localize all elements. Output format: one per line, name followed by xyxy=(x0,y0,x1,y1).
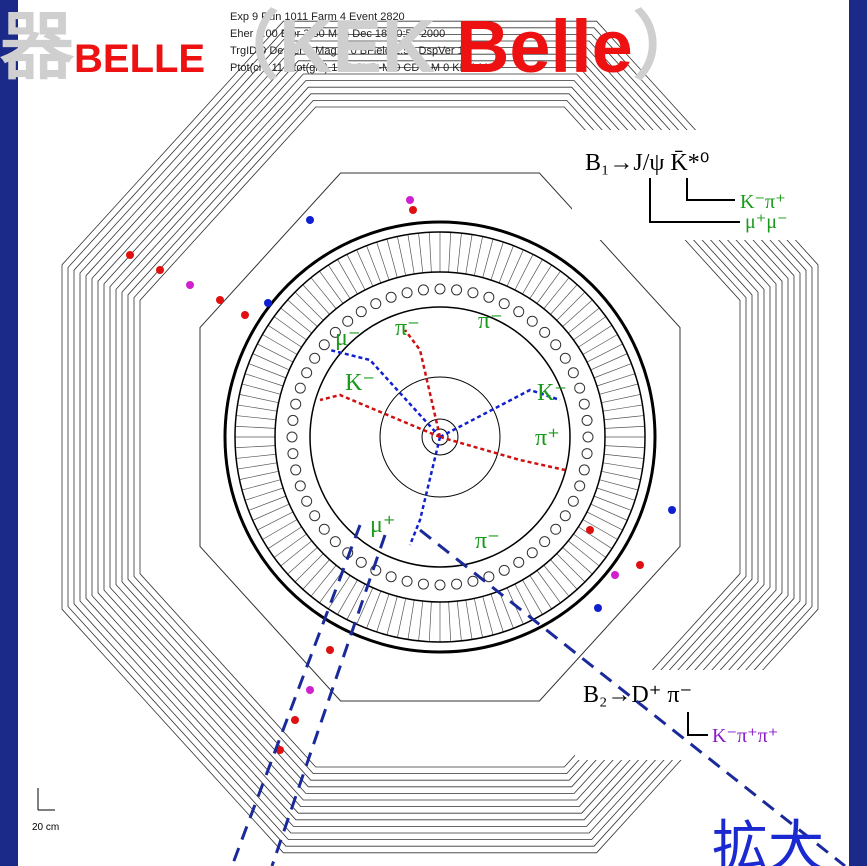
crystal xyxy=(319,340,329,350)
track-label: π⁻ xyxy=(478,308,503,334)
crystal xyxy=(514,557,524,567)
title-part: BELLE xyxy=(74,37,205,81)
hit xyxy=(611,571,619,579)
crystal xyxy=(288,415,298,425)
hit xyxy=(306,686,314,694)
hit xyxy=(326,646,334,654)
track-label: π⁺ xyxy=(535,425,560,451)
title-part: （KEK xyxy=(205,5,456,88)
track-label: μ⁻ xyxy=(335,325,361,351)
hit xyxy=(126,251,134,259)
crystal xyxy=(514,307,524,317)
crystal xyxy=(295,481,305,491)
crystal xyxy=(310,511,320,521)
track-label: μ⁺ xyxy=(370,512,396,538)
hit xyxy=(216,296,224,304)
crystal xyxy=(435,580,445,590)
hit xyxy=(264,299,272,307)
title-part: 器 xyxy=(0,5,75,88)
crystal xyxy=(560,353,570,363)
crystal xyxy=(527,548,537,558)
crystal xyxy=(579,399,589,409)
hit xyxy=(306,216,314,224)
crystal xyxy=(402,576,412,586)
title-part: ） xyxy=(633,5,707,88)
crystal xyxy=(371,299,381,309)
decay-b2-k: K⁻π⁺π⁺ xyxy=(712,725,778,747)
hit xyxy=(156,266,164,274)
crystal xyxy=(452,579,462,589)
slide: μ⁻π⁻π⁻K⁻K⁻π⁺μ⁺π⁻ Exp 9 Run 1011 Farm 4 E… xyxy=(0,0,867,866)
crystal xyxy=(287,432,297,442)
crystal xyxy=(468,576,478,586)
crystal xyxy=(330,537,340,547)
hit xyxy=(586,526,594,534)
decay-b2: B₂→D⁺ π⁻ xyxy=(583,682,692,708)
scale-label: 20 cm xyxy=(32,822,59,833)
hit xyxy=(409,206,417,214)
crystal xyxy=(575,481,585,491)
crystal xyxy=(579,465,589,475)
crystal xyxy=(310,353,320,363)
crystal xyxy=(418,285,428,295)
crystal xyxy=(302,496,312,506)
track-label: K⁻ xyxy=(345,370,375,396)
track-label: π⁻ xyxy=(475,528,500,554)
decay-b1: B₁→J/ψ K̄*⁰ xyxy=(585,150,709,176)
label-box xyxy=(572,130,834,240)
crystal xyxy=(582,415,592,425)
crystal xyxy=(356,307,366,317)
crystal xyxy=(484,292,494,302)
zoom-label: 拡大 xyxy=(712,815,824,866)
crystal xyxy=(540,327,550,337)
crystal xyxy=(356,557,366,567)
hit xyxy=(241,311,249,319)
hit xyxy=(636,561,644,569)
crystal xyxy=(527,316,537,326)
crystal xyxy=(582,449,592,459)
crystal xyxy=(295,383,305,393)
track-label: K⁻ xyxy=(537,380,567,406)
crystal xyxy=(386,292,396,302)
crystal xyxy=(540,537,550,547)
track-label: π⁻ xyxy=(395,315,420,341)
crystal xyxy=(583,432,593,442)
crystal xyxy=(551,340,561,350)
crystal xyxy=(371,565,381,575)
title-part: Belle xyxy=(456,5,633,88)
crystal xyxy=(468,288,478,298)
crystal xyxy=(575,383,585,393)
crystal xyxy=(452,285,462,295)
crystal xyxy=(319,524,329,534)
page: μ⁻π⁻π⁻K⁻K⁻π⁺μ⁺π⁻ Exp 9 Run 1011 Farm 4 E… xyxy=(0,0,867,866)
crystal xyxy=(568,496,578,506)
crystal xyxy=(288,449,298,459)
hit xyxy=(291,716,299,724)
hit xyxy=(668,506,676,514)
crystal xyxy=(302,368,312,378)
crystal xyxy=(435,284,445,294)
crystal xyxy=(402,288,412,298)
crystal xyxy=(291,399,301,409)
hit xyxy=(406,196,414,204)
crystal xyxy=(418,579,428,589)
crystal xyxy=(291,465,301,475)
crystal xyxy=(551,524,561,534)
crystal xyxy=(499,565,509,575)
decay-b1-mu: μ⁺μ⁻ xyxy=(745,211,788,233)
crystal xyxy=(560,511,570,521)
hit xyxy=(186,281,194,289)
crystal xyxy=(568,368,578,378)
hit xyxy=(594,604,602,612)
crystal xyxy=(386,572,396,582)
decay-b1-k: K⁻π⁺ xyxy=(740,191,786,213)
